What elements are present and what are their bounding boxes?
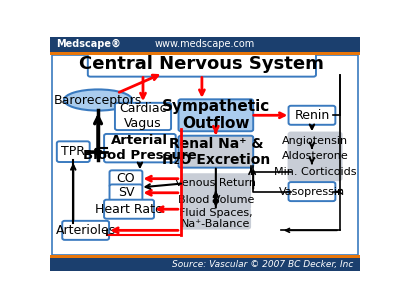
Text: Vasopressin: Vasopressin [279, 187, 345, 197]
Text: Renal Na⁺ &
H₂O Excretion: Renal Na⁺ & H₂O Excretion [162, 137, 270, 167]
FancyBboxPatch shape [182, 174, 250, 192]
FancyBboxPatch shape [182, 191, 250, 209]
Text: Blood Volume: Blood Volume [178, 195, 254, 205]
Text: Arterial
Blood Pressure: Arterial Blood Pressure [83, 134, 197, 162]
FancyBboxPatch shape [110, 170, 142, 187]
Text: TPR: TPR [61, 145, 85, 158]
Bar [50, 254, 360, 258]
FancyBboxPatch shape [57, 141, 90, 162]
FancyBboxPatch shape [88, 51, 316, 77]
Text: www.medscape.com: www.medscape.com [155, 39, 255, 49]
Text: Source: Vascular © 2007 BC Decker, Inc: Source: Vascular © 2007 BC Decker, Inc [172, 260, 354, 269]
Text: Venous Return: Venous Return [175, 178, 256, 188]
Text: CO: CO [117, 172, 135, 185]
FancyBboxPatch shape [178, 136, 253, 168]
Text: SV: SV [118, 186, 134, 199]
Text: Heart Rate: Heart Rate [95, 203, 163, 216]
FancyBboxPatch shape [288, 133, 342, 150]
Bar [50, 37, 360, 52]
FancyBboxPatch shape [62, 221, 109, 240]
FancyBboxPatch shape [178, 99, 253, 131]
Text: Angiotensin: Angiotensin [282, 136, 348, 146]
Bar [50, 52, 360, 55]
FancyBboxPatch shape [288, 163, 342, 180]
Text: Medscape®: Medscape® [56, 39, 121, 49]
Text: Arterioles: Arterioles [56, 224, 116, 237]
Bar [50, 258, 360, 271]
Text: Central Nervous System: Central Nervous System [80, 55, 324, 73]
Text: Aldosterone: Aldosterone [282, 151, 348, 161]
FancyBboxPatch shape [288, 106, 335, 125]
Bar [52, 55, 358, 254]
Text: Min. Corticoids: Min. Corticoids [274, 167, 356, 177]
Text: Baroreceptors: Baroreceptors [54, 94, 142, 106]
FancyBboxPatch shape [115, 103, 171, 130]
Text: Fluid Spaces,
Na⁺-Balance: Fluid Spaces, Na⁺-Balance [179, 208, 253, 229]
Text: Sympathetic
Outflow: Sympathetic Outflow [162, 99, 270, 131]
Ellipse shape [64, 89, 132, 111]
FancyBboxPatch shape [110, 185, 142, 201]
FancyBboxPatch shape [288, 182, 335, 201]
FancyBboxPatch shape [182, 209, 250, 229]
FancyBboxPatch shape [104, 134, 176, 162]
Text: Renin: Renin [294, 109, 330, 122]
FancyBboxPatch shape [288, 148, 342, 165]
FancyBboxPatch shape [104, 200, 154, 219]
Text: Cardiac
Vagus: Cardiac Vagus [119, 102, 167, 131]
